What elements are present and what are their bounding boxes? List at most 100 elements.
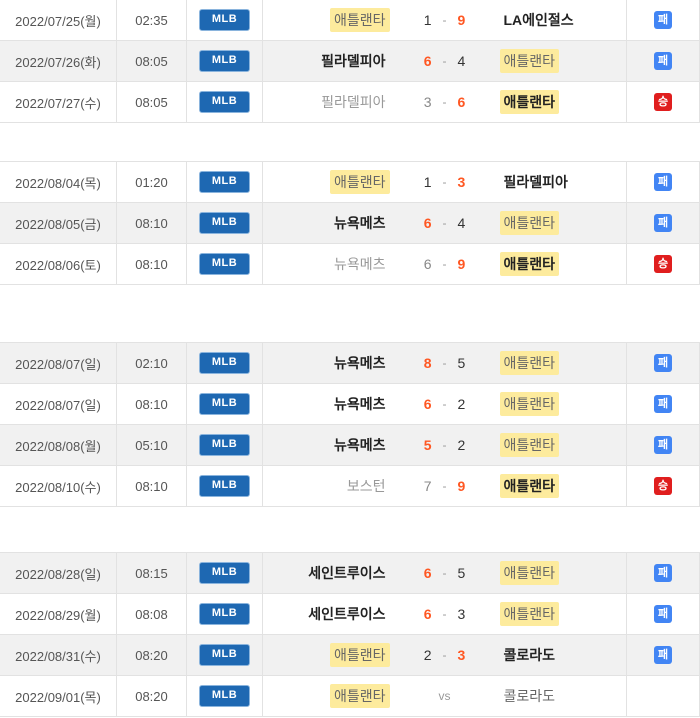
home-team[interactable]: 뉴욕메츠: [271, 252, 390, 276]
table-row[interactable]: 2022/08/07(일) 02:10 MLB 뉴욕메츠 8 - 5 애틀랜타 …: [0, 343, 700, 384]
away-team-label[interactable]: 애틀랜타: [499, 474, 560, 498]
home-team-label[interactable]: 필라델피아: [321, 53, 386, 69]
table-row[interactable]: 2022/08/29(월) 08:08 MLB 세인트루이스 6 - 3 애틀랜…: [0, 594, 700, 635]
home-team-label[interactable]: 애틀랜타: [329, 170, 390, 194]
away-team[interactable]: 애틀랜타: [499, 602, 619, 626]
away-team-label[interactable]: 애틀랜타: [499, 392, 560, 416]
result-badge[interactable]: 패: [654, 564, 672, 582]
result-badge[interactable]: 패: [654, 395, 672, 413]
match-time: 08:20: [117, 635, 187, 675]
league-cell: MLB: [187, 384, 263, 424]
away-team[interactable]: 애틀랜타: [499, 433, 619, 457]
home-team-label[interactable]: 뉴욕메츠: [333, 215, 386, 231]
home-team-label[interactable]: 세인트루이스: [308, 565, 386, 581]
home-team-label[interactable]: 세인트루이스: [308, 606, 386, 622]
home-team[interactable]: 세인트루이스: [271, 561, 390, 585]
home-team[interactable]: 애틀랜타: [271, 170, 390, 194]
home-team[interactable]: 뉴욕메츠: [271, 433, 390, 457]
match-time: 08:10: [117, 466, 187, 506]
table-row[interactable]: 2022/08/28(일) 08:15 MLB 세인트루이스 6 - 5 애틀랜…: [0, 553, 700, 594]
home-team[interactable]: 필라델피아: [271, 49, 390, 73]
table-row[interactable]: 2022/08/06(토) 08:10 MLB 뉴욕메츠 6 - 9 애틀랜타 …: [0, 244, 700, 285]
league-cell: MLB: [187, 553, 263, 593]
away-team[interactable]: 애틀랜타: [499, 474, 619, 498]
away-team[interactable]: 애틀랜타: [499, 351, 619, 375]
home-team[interactable]: 애틀랜타: [271, 643, 390, 667]
away-team[interactable]: 애틀랜타: [499, 211, 619, 235]
home-team-label[interactable]: 뉴욕메츠: [333, 437, 386, 453]
home-score: 8: [423, 355, 432, 371]
table-row[interactable]: 2022/08/05(금) 08:10 MLB 뉴욕메츠 6 - 4 애틀랜타 …: [0, 203, 700, 244]
away-team[interactable]: 애틀랜타: [499, 392, 619, 416]
result-badge[interactable]: 패: [654, 436, 672, 454]
away-team[interactable]: 애틀랜타: [499, 49, 619, 73]
away-team[interactable]: 애틀랜타: [499, 252, 619, 276]
home-team[interactable]: 애틀랜타: [271, 684, 390, 708]
home-team[interactable]: 뉴욕메츠: [271, 392, 390, 416]
away-team-label[interactable]: LA에인절스: [503, 12, 574, 28]
away-team-label[interactable]: 콜로라도: [503, 647, 556, 663]
table-row[interactable]: 2022/08/31(수) 08:20 MLB 애틀랜타 2 - 3 콜로라도 …: [0, 635, 700, 676]
home-team-label[interactable]: 애틀랜타: [329, 643, 390, 667]
away-team[interactable]: LA에인절스: [500, 8, 619, 32]
table-row[interactable]: 2022/07/25(월) 02:35 MLB 애틀랜타 1 - 9 LA에인절…: [0, 0, 700, 41]
table-row[interactable]: 2022/08/10(수) 08:10 MLB 보스턴 7 - 9 애틀랜타 승: [0, 466, 700, 507]
table-row[interactable]: 2022/07/26(화) 08:05 MLB 필라델피아 6 - 4 애틀랜타…: [0, 41, 700, 82]
home-team-label[interactable]: 뉴욕메츠: [333, 355, 386, 371]
home-team[interactable]: 뉴욕메츠: [271, 211, 390, 235]
match-date: 2022/08/29(월): [0, 594, 117, 634]
away-team[interactable]: 애틀랜타: [499, 90, 619, 114]
home-team[interactable]: 세인트루이스: [271, 602, 390, 626]
home-team-label[interactable]: 애틀랜타: [329, 684, 390, 708]
home-team[interactable]: 보스턴: [271, 474, 390, 498]
away-team-label[interactable]: 콜로라도: [503, 688, 556, 704]
league-cell: MLB: [187, 0, 263, 40]
home-team-label[interactable]: 보스턴: [346, 478, 386, 494]
home-team[interactable]: 애틀랜타: [271, 8, 390, 32]
away-team-label[interactable]: 애틀랜타: [499, 49, 560, 73]
score: 1 - 9: [390, 12, 500, 28]
away-team[interactable]: 필라델피아: [500, 170, 619, 194]
home-team-label[interactable]: 뉴욕메츠: [333, 256, 386, 272]
result-badge[interactable]: 패: [654, 52, 672, 70]
result-badge[interactable]: 패: [654, 214, 672, 232]
match-cell: 애틀랜타 2 - 3 콜로라도: [263, 635, 627, 675]
result-badge[interactable]: 패: [654, 605, 672, 623]
result-badge[interactable]: 패: [654, 11, 672, 29]
away-team[interactable]: 콜로라도: [500, 684, 619, 708]
home-score: 6: [423, 256, 432, 272]
result-badge[interactable]: 승: [654, 93, 672, 111]
away-team-label[interactable]: 애틀랜타: [499, 90, 560, 114]
result-cell: 패: [627, 384, 700, 424]
away-team-label[interactable]: 애틀랜타: [499, 211, 560, 235]
home-team-label[interactable]: 애틀랜타: [329, 8, 390, 32]
score: 6 - 3: [390, 606, 500, 622]
result-badge[interactable]: 패: [654, 354, 672, 372]
away-team-label[interactable]: 애틀랜타: [499, 252, 560, 276]
score: 6 - 4: [390, 215, 500, 231]
away-team-label[interactable]: 필라델피아: [503, 174, 568, 190]
result-badge[interactable]: 승: [654, 477, 672, 495]
home-team-label[interactable]: 뉴욕메츠: [333, 396, 386, 412]
away-team-label[interactable]: 애틀랜타: [499, 561, 560, 585]
result-badge[interactable]: 패: [654, 173, 672, 191]
table-row[interactable]: 2022/09/01(목) 08:20 MLB 애틀랜타 vs 콜로라도: [0, 676, 700, 717]
result-badge[interactable]: 패: [654, 646, 672, 664]
table-row[interactable]: 2022/07/27(수) 08:05 MLB 필라델피아 3 - 6 애틀랜타…: [0, 82, 700, 123]
home-team[interactable]: 뉴욕메츠: [271, 351, 390, 375]
result-cell: 승: [627, 82, 700, 122]
home-team-label[interactable]: 필라델피아: [321, 94, 386, 110]
home-score: 7: [423, 478, 432, 494]
table-row[interactable]: 2022/08/07(일) 08:10 MLB 뉴욕메츠 6 - 2 애틀랜타 …: [0, 384, 700, 425]
away-team-label[interactable]: 애틀랜타: [499, 602, 560, 626]
away-team-label[interactable]: 애틀랜타: [499, 351, 560, 375]
away-team[interactable]: 콜로라도: [500, 643, 619, 667]
result-badge[interactable]: 승: [654, 255, 672, 273]
table-row[interactable]: 2022/08/04(목) 01:20 MLB 애틀랜타 1 - 3 필라델피아…: [0, 162, 700, 203]
away-team-label[interactable]: 애틀랜타: [499, 433, 560, 457]
table-row[interactable]: 2022/08/08(월) 05:10 MLB 뉴욕메츠 5 - 2 애틀랜타 …: [0, 425, 700, 466]
away-score: 3: [457, 647, 466, 663]
away-team[interactable]: 애틀랜타: [499, 561, 619, 585]
home-team[interactable]: 필라델피아: [271, 90, 390, 114]
league-cell: MLB: [187, 425, 263, 465]
